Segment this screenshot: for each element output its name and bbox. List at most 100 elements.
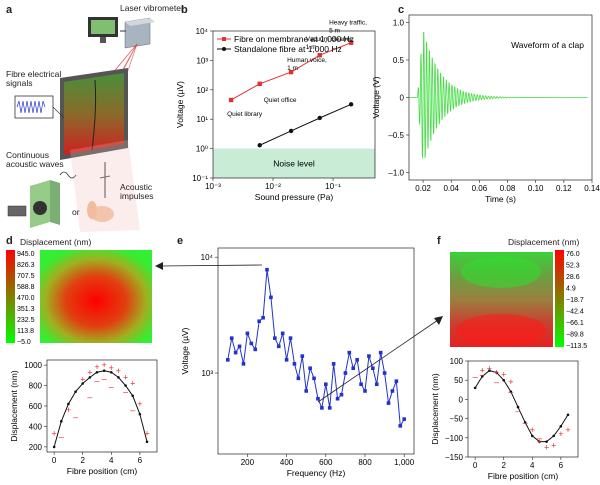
e-xtick-label: 800 (358, 458, 372, 467)
e-point (300, 354, 305, 358)
chart-f-profile-fit-point (495, 371, 498, 374)
chart-d-profile-minus-point: – (102, 373, 107, 383)
chart-d-profile-minus-point: – (94, 375, 99, 385)
b-annotation: Heavy traffic, (329, 20, 367, 27)
c-ylabel: Voltage (V) (371, 76, 381, 118)
b-ytick-label: 10⁻¹ (192, 174, 208, 183)
b-point-membrane (257, 81, 262, 86)
panel-letter-a: a (6, 4, 13, 16)
e-point (347, 350, 352, 355)
chart-f-profile-ytick-label: −150 (445, 453, 464, 462)
chart-f-profile-xlabel: Fibre position (cm) (488, 471, 559, 481)
chart-d-profile-fit-point (88, 376, 92, 379)
chart-f-profile-ytick-label: 0 (459, 395, 464, 404)
panel-letter-b: b (181, 4, 188, 16)
e-point (304, 389, 308, 393)
colorbar-d-ticks-label: 707.5 (17, 273, 35, 280)
chart-d-profile-fit-point (59, 420, 63, 423)
colorbar-f (555, 250, 564, 347)
chart-f-profile-fit-point (488, 369, 491, 372)
colorbar-d-ticks: 945.0 826.3 707.5 588.8 470.0 351.3 232.5 113.8… (17, 251, 35, 346)
amplifier (7, 205, 27, 217)
colorbar-f-ticks-label: −66.1 (566, 320, 584, 327)
b-annotation: Quiet library (227, 111, 263, 118)
e-point (394, 379, 399, 384)
panel-e-chart: 200 400 600 800 1,000 10³ 10⁴ Frequency (Hz) Vol… (180, 247, 415, 478)
e-xtick-label: 1,000 (394, 458, 415, 467)
panel-d-heatmap (6, 250, 152, 343)
e-axes-frame (217, 247, 415, 455)
heatmap-d-title: Displacement (nm) (20, 237, 92, 247)
b-ytick-label: 10² (196, 86, 208, 95)
b-ytick-label: 10³ (196, 56, 208, 65)
colorbar-d-ticks-label: 232.5 (17, 317, 35, 324)
label-fibre-signals: Fibre electrical signals (6, 69, 62, 88)
b-point-standalone (348, 102, 354, 107)
chart-d-profile-plus-point: + (52, 429, 57, 439)
b-xtick-label: 10⁻² (265, 182, 281, 191)
e-point (331, 362, 336, 366)
label-acoustic-impulses: Acoustic impulses (120, 182, 154, 201)
colorbar-f-ticks-label: −113.5 (566, 343, 587, 350)
b-point-membrane (228, 97, 234, 103)
e-point (257, 319, 261, 324)
speaker-cone (33, 201, 47, 215)
chart-d-profile-plus-point: + (137, 399, 142, 409)
b-legend-marker (222, 47, 226, 51)
b-annotation: 1 m (306, 44, 317, 51)
e-point (324, 382, 328, 387)
e-point (378, 350, 383, 355)
chart-f-profile-fit-point (559, 424, 563, 428)
c-xtick-label: 0.04 (443, 184, 459, 193)
e-point (280, 331, 285, 336)
e-point (292, 362, 297, 366)
noise-level-label: Noise level (273, 158, 315, 168)
chart-d-profile-fit-point (95, 370, 99, 374)
chart-d-profile-plus-point: + (102, 360, 107, 370)
e-point (339, 392, 344, 397)
colorbar-d-ticks-label: 826.3 (17, 262, 35, 269)
b-axes-frame (212, 30, 376, 179)
panel-c-chart: 0.02 0.04 0.06 0.08 0.10 0.12 0.14 1.0 0.5 0 –0.5 –… (371, 14, 600, 204)
e-point (261, 315, 265, 320)
chart-f-profile-ytick-label: 50 (454, 376, 463, 385)
chart-d-profile-xlabel: Fibre position (cm) (67, 466, 138, 476)
chart-d-profile-plus-point: + (109, 363, 114, 373)
b-legend-marker (222, 37, 226, 41)
b-annotation: 1 m (287, 65, 298, 72)
e-point (233, 350, 238, 355)
chart-d-profile-plus-point: + (94, 362, 99, 372)
chart-f-profile-xtick-label: 2 (501, 461, 506, 470)
chart-f-profile-plus-point: + (537, 437, 542, 447)
e-point (265, 267, 269, 272)
chart-d-profile-fit-point (52, 445, 56, 449)
chart-f-profile-ylabel: Displacement (nm) (430, 373, 440, 444)
chart-d-profile-fit-point (131, 394, 135, 398)
b-point-membrane (348, 40, 354, 45)
e-point (312, 376, 316, 381)
chart-f-profile-plus-point: + (487, 364, 492, 374)
chart-d-profile-minus-point: – (59, 432, 64, 442)
chart-f-profile-fit-point (545, 440, 548, 443)
colorbar-f-ticks-label: 4.9 (566, 286, 576, 293)
e-point (226, 358, 230, 362)
colorbar-f-ticks-label: 76.0 (566, 251, 580, 258)
membrane (64, 73, 124, 155)
panel-letter-e: e (177, 235, 184, 247)
heatmap-f-title: Displacement (nm) (508, 237, 580, 247)
chart-f-profile-minus-point: – (473, 371, 478, 381)
chart-d-profile-fit-point (117, 376, 120, 379)
chart-f-profile-ytick-label: −100 (445, 434, 464, 443)
chart-d-profile-fit-point (74, 390, 77, 393)
b-ytick-label: 10⁴ (196, 27, 209, 36)
e-point (316, 396, 320, 401)
chart-d-profile-plus-point: + (144, 429, 149, 439)
chart-d-profile-xtick-label: 6 (138, 456, 143, 465)
e-point (276, 344, 281, 349)
e-point (273, 336, 277, 340)
chart-f-profile-fit-point (516, 405, 520, 409)
e-point (269, 295, 273, 300)
e-point (320, 406, 324, 410)
e-point (327, 406, 332, 410)
e-point (229, 336, 234, 340)
